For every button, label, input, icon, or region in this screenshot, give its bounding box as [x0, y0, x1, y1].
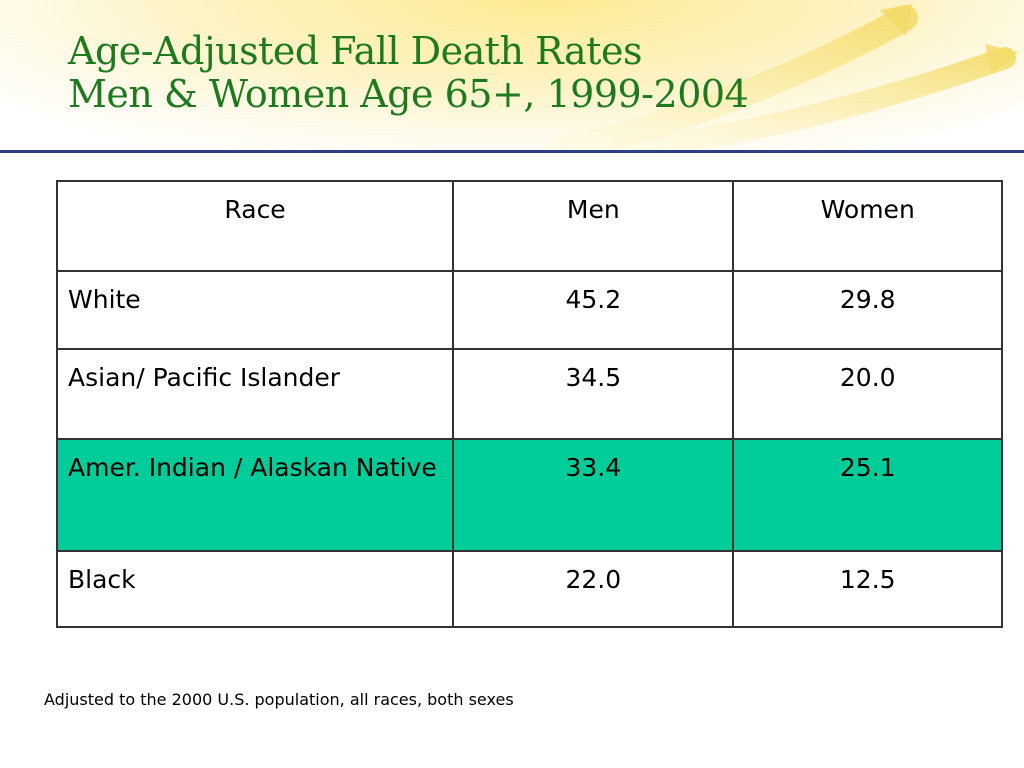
cell-men: 33.4	[452, 438, 735, 552]
cell-women: 29.8	[732, 270, 1003, 350]
title-line-1: Age-Adjusted Fall Death Rates	[68, 29, 642, 73]
cell-race: Black	[55, 550, 455, 628]
header-race: Race	[55, 180, 455, 272]
slide-title: Age-Adjusted Fall Death Rates Men & Wome…	[68, 29, 749, 116]
table-header-row: Race Men Women	[55, 180, 1003, 272]
header-men: Men	[452, 180, 735, 272]
cell-women: 20.0	[732, 348, 1003, 440]
header-background	[0, 0, 1024, 150]
title-line-2: Men & Women Age 65+, 1999-2004	[68, 72, 749, 116]
table-row: White 45.2 29.8	[55, 270, 1003, 350]
cell-women: 12.5	[732, 550, 1003, 628]
cell-men: 34.5	[452, 348, 735, 440]
fall-death-rates-table: Race Men Women White 45.2 29.8 Asian/ Pa…	[55, 180, 1003, 628]
cell-women: 25.1	[732, 438, 1003, 552]
header-women: Women	[732, 180, 1003, 272]
cell-men: 22.0	[452, 550, 735, 628]
cell-race: Asian/ Pacific Islander	[55, 348, 455, 440]
cell-race: Amer. Indian / Alaskan Native	[55, 438, 455, 552]
header-glow-graphic	[0, 0, 1024, 150]
title-divider	[0, 150, 1024, 153]
cell-race: White	[55, 270, 455, 350]
table-row: Asian/ Pacific Islander 34.5 20.0	[55, 348, 1003, 440]
table-row: Black 22.0 12.5	[55, 550, 1003, 628]
footnote: Adjusted to the 2000 U.S. population, al…	[44, 690, 514, 709]
table-row-highlighted: Amer. Indian / Alaskan Native 33.4 25.1	[55, 438, 1003, 552]
cell-men: 45.2	[452, 270, 735, 350]
arrow-swoosh-icon	[547, 4, 1018, 150]
